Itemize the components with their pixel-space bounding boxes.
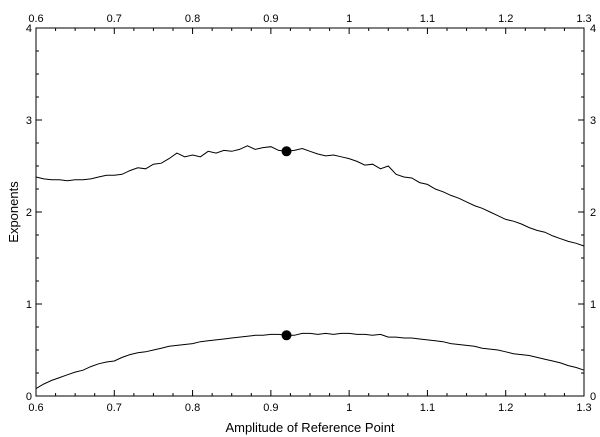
x-tick-label-top: 0.7 xyxy=(107,13,122,25)
x-axis-title: Amplitude of Reference Point xyxy=(225,420,394,435)
ticks xyxy=(35,27,585,397)
x-tick-label-top: 0.8 xyxy=(185,13,200,25)
tick-labels: 0.6 0.6 0.7 0.7 0.8 0.8 0.9 0.9 1 1 1.1 1.1 1.2 1.2 1.… xyxy=(26,13,596,414)
x-tick-label-bottom: 0.6 xyxy=(28,402,43,414)
x-tick-label-top: 1 xyxy=(346,13,352,25)
y-tick-label-left: 2 xyxy=(26,207,32,219)
y-tick-label-right: 2 xyxy=(590,207,596,219)
x-tick-label-bottom: 0.7 xyxy=(107,402,122,414)
y-tick-label-right: 3 xyxy=(590,115,596,127)
markers xyxy=(281,146,292,341)
y-tick-label-left: 3 xyxy=(26,115,32,127)
y-tick-label-left: 1 xyxy=(26,299,32,311)
y-tick-label-right: 0 xyxy=(590,391,596,403)
x-tick-label-top: 0.9 xyxy=(263,13,278,25)
y-tick-label-right: 1 xyxy=(590,299,596,311)
x-tick-label-bottom: 1 xyxy=(346,402,352,414)
y-tick-label-left: 4 xyxy=(26,23,32,35)
series-line-2 xyxy=(35,332,585,390)
x-tick-label-top: 1.1 xyxy=(420,13,435,25)
x-tick-label-top: 0.6 xyxy=(28,13,43,25)
y-tick-label-right: 4 xyxy=(590,23,596,35)
series-lines xyxy=(35,145,585,390)
plot-frame xyxy=(35,27,585,397)
x-tick-label-bottom: 1.2 xyxy=(498,402,513,414)
marker-point-1 xyxy=(281,146,292,157)
x-tick-label-top: 1.3 xyxy=(576,13,591,25)
y-tick-label-left: 0 xyxy=(26,391,32,403)
marker-point-2 xyxy=(281,330,292,341)
series-line-1 xyxy=(35,145,585,247)
x-tick-label-bottom: 1.3 xyxy=(576,402,591,414)
y-axis-title: Exponents xyxy=(6,181,21,243)
x-tick-label-bottom: 0.9 xyxy=(263,402,278,414)
x-tick-label-bottom: 1.1 xyxy=(420,402,435,414)
x-tick-label-bottom: 0.8 xyxy=(185,402,200,414)
x-tick-label-top: 1.2 xyxy=(498,13,513,25)
